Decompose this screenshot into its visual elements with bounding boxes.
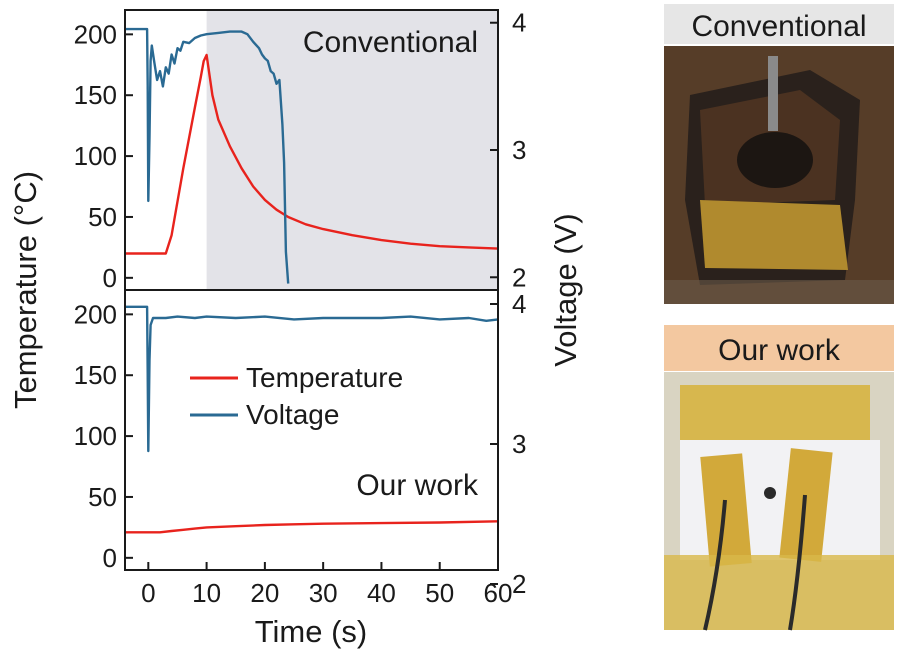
bottom-frame [124,289,499,571]
photo-conventional: Conventional [664,4,894,304]
legend-label-temperature: Temperature [246,362,403,393]
y-right-tick-label: 2 [512,569,526,599]
photo-label-bg-conventional [664,4,894,44]
y-left-tick-label: 200 [74,19,117,49]
x-tick-label: 30 [309,578,338,608]
x-axis: 0 10 20 30 40 50 60 [141,562,512,608]
photo-label-our-work: Our work [718,334,841,367]
shaded-region [206,10,498,290]
legend-label-voltage: Voltage [246,399,339,430]
y-left-tick-label: 100 [74,141,117,171]
y-left-tick-label: 150 [74,80,117,110]
x-tick-label: 50 [425,578,454,608]
y-left-tick-label: 0 [103,543,117,573]
series-line-temperature-top [125,53,499,255]
y-left-tick-label: 200 [74,299,117,329]
x-tick-label: 10 [192,578,221,608]
y-right-tick-label: 3 [512,429,526,459]
top-right-axis: 2 3 4 [490,8,526,292]
y-left-tick-label: 100 [74,421,117,451]
photo-our-work: Our work [664,325,894,631]
y-left-tick-label: 150 [74,360,117,390]
x-tick-label: 20 [250,578,279,608]
panel-label-our-work: Our work [356,469,479,502]
top-plot-lines [125,27,499,284]
series-line-voltage-top [125,27,290,284]
photo-label-bg-our-work [664,325,894,371]
series-line-voltage-bottom [125,305,499,453]
y-left-tick-label: 0 [103,263,117,293]
y-left-axis-title: Temperature (°C) [8,171,43,409]
y-right-tick-label: 2 [512,262,526,292]
legend: Temperature Voltage [190,362,403,430]
x-tick-label: 60 [484,578,513,608]
panel-label-conventional: Conventional [303,26,478,59]
bottom-left-axis: 0 50 100 150 200 [74,299,133,573]
y-left-tick-label: 50 [88,482,117,512]
bottom-right-axis: 2 3 4 [490,289,526,599]
y-right-tick-label: 4 [512,289,526,319]
top-left-axis: 0 50 100 150 200 [74,19,133,293]
photo-label-conventional: Conventional [691,10,866,43]
x-axis-title: Time (s) [255,614,368,649]
x-tick-label: 0 [141,578,155,608]
y-left-tick-label: 50 [88,202,117,232]
bottom-plot-lines [125,305,499,534]
series-line-temperature-bottom [125,520,499,534]
y-right-axis-title: Voltage (V) [548,213,583,366]
x-tick-label: 40 [367,578,396,608]
y-right-tick-label: 3 [512,135,526,165]
y-right-tick-label: 4 [512,8,526,38]
top-panel: 0 50 100 150 200 2 3 4 Conventional [74,8,527,293]
